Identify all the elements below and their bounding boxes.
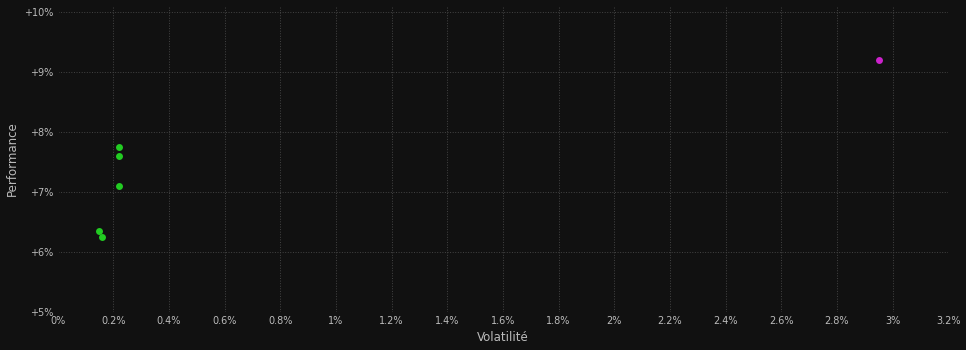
- Y-axis label: Performance: Performance: [6, 121, 18, 196]
- X-axis label: Volatilité: Volatilité: [477, 331, 528, 344]
- Point: [111, 183, 127, 188]
- Point: [111, 153, 127, 159]
- Point: [871, 57, 887, 62]
- Point: [111, 144, 127, 149]
- Point: [95, 234, 110, 239]
- Point: [92, 228, 107, 233]
